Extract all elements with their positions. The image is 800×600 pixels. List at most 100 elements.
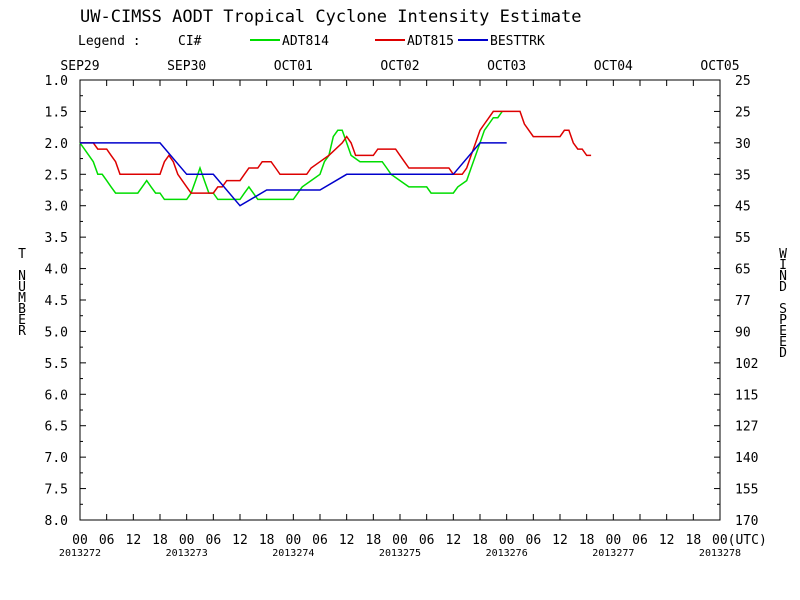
y-tick-label: 4.0 <box>45 263 68 278</box>
wind-tick-label: 77 <box>735 294 751 309</box>
y-tick-label: 1.0 <box>45 74 68 89</box>
chart-title: UW-CIMSS AODT Tropical Cyclone Intensity… <box>80 7 582 27</box>
x-tick-label: 06 <box>632 533 648 548</box>
y-tick-label: 5.5 <box>45 357 68 372</box>
left-axis-letter: E <box>18 313 26 328</box>
wind-tick-label: 45 <box>735 200 751 215</box>
left-axis-letter: U <box>18 280 26 295</box>
right-axis: 25 25 30 35 45 55 65 77 90 102 115 127 140 155 170 <box>714 74 758 529</box>
series-line-adt814 <box>79 110 503 201</box>
wind-tick-label: 127 <box>735 420 758 435</box>
x-tick-label: 12 <box>659 533 675 548</box>
x-tick-label: 06 <box>99 533 115 548</box>
top-date-label: OCT02 <box>380 59 419 74</box>
x-tick-label: 12 <box>232 533 248 548</box>
x-tick-label: 00 <box>286 533 302 548</box>
x-tick-label: 06 <box>206 533 222 548</box>
legend-entry-label: ADT815 <box>407 34 454 49</box>
right-axis-letter: P <box>779 313 787 328</box>
right-axis-letter: E <box>779 335 787 350</box>
right-axis-letter: D <box>779 280 787 295</box>
x-tick-label: 00 <box>392 533 408 548</box>
top-date-label: OCT01 <box>274 59 313 74</box>
julian-date-label: 2013277 <box>592 548 634 559</box>
x-tick-label: 18 <box>579 533 595 548</box>
legend-label: Legend : <box>78 34 141 49</box>
wind-tick-label: 25 <box>735 74 751 89</box>
x-tick-label: 18 <box>366 533 382 548</box>
top-date-label: SEP29 <box>60 59 99 74</box>
left-axis-letter: M <box>18 291 26 306</box>
y-tick-label: 5.0 <box>45 325 68 340</box>
x-tick-label: 06 <box>312 533 328 548</box>
top-date-label: OCT05 <box>700 59 739 74</box>
legend-entry-label: ADT814 <box>282 34 329 49</box>
x-tick-label: 18 <box>259 533 275 548</box>
julian-date-label: 2013275 <box>379 548 421 559</box>
julian-date-label: 2013272 <box>59 548 101 559</box>
y-tick-label: 6.0 <box>45 388 68 403</box>
y-tick-label: 2.0 <box>45 137 68 152</box>
wind-tick-label: 25 <box>735 105 751 120</box>
top-date-label: OCT04 <box>594 59 633 74</box>
top-date-labels: SEP29 SEP30 OCT01 OCT02 OCT03 OCT04 OCT05 <box>60 59 739 74</box>
left-axis-letter: R <box>18 324 26 339</box>
right-axis-letter: I <box>779 258 787 273</box>
legend-ci-label: CI# <box>178 34 202 49</box>
y-tick-label: 1.5 <box>45 105 68 120</box>
top-date-label: SEP30 <box>167 59 206 74</box>
x-tick-label: 00 <box>72 533 88 548</box>
top-date-label: OCT03 <box>487 59 526 74</box>
x-tick-label: 06 <box>526 533 542 548</box>
series-line-besttrk <box>80 142 507 207</box>
chart-legend: ADT814 ADT815 BESTTRK <box>250 34 545 49</box>
wind-tick-label: 35 <box>735 168 751 183</box>
left-axis-letter: T <box>18 247 26 262</box>
wind-tick-label: 140 <box>735 451 758 466</box>
left-axis-letter: N <box>18 269 26 284</box>
right-axis-letter: E <box>779 324 787 339</box>
x-tick-label: 12 <box>446 533 462 548</box>
julian-date-label: 2013273 <box>166 548 208 559</box>
y-tick-label: 3.0 <box>45 200 68 215</box>
plot-frame <box>79 79 721 521</box>
y-tick-label: 2.5 <box>45 168 68 183</box>
bottom-axis: 00 06 12 18 00 06 12 18 00 06 12 18 00 06 12 18 00 06 12 18… <box>59 80 767 559</box>
x-tick-label: 00(UTC) <box>712 533 767 548</box>
right-axis-letter: W <box>779 247 787 262</box>
x-tick-label: 12 <box>552 533 568 548</box>
julian-date-label: 2013276 <box>486 548 528 559</box>
y-tick-label: 7.5 <box>45 483 68 498</box>
x-tick-label: 12 <box>126 533 142 548</box>
wind-tick-label: 170 <box>735 514 758 529</box>
x-tick-label: 00 <box>179 533 195 548</box>
y-tick-label: 4.5 <box>45 294 68 309</box>
series-lines <box>79 110 592 207</box>
wind-tick-label: 102 <box>735 357 758 372</box>
right-axis-letter: S <box>779 302 787 317</box>
x-tick-label: 00 <box>499 533 515 548</box>
wind-tick-label: 115 <box>735 388 758 403</box>
y-tick-label: 6.5 <box>45 420 68 435</box>
wind-tick-label: 55 <box>735 231 751 246</box>
x-tick-label: 00 <box>606 533 622 548</box>
right-axis-letter: N <box>779 269 787 284</box>
x-tick-label: 18 <box>686 533 702 548</box>
y-tick-label: 8.0 <box>45 514 68 529</box>
y-tick-label: 3.5 <box>45 231 68 246</box>
x-tick-label: 12 <box>339 533 355 548</box>
legend-entry-label: BESTTRK <box>490 34 545 49</box>
x-tick-label: 18 <box>152 533 168 548</box>
series-line-adt815 <box>80 110 592 194</box>
wind-tick-label: 65 <box>735 263 751 278</box>
wind-tick-label: 90 <box>735 325 751 340</box>
x-tick-label: 18 <box>472 533 488 548</box>
right-axis-letter: D <box>779 346 787 361</box>
y-tick-label: 7.0 <box>45 451 68 466</box>
julian-date-label: 2013278 <box>699 548 741 559</box>
x-tick-label: 06 <box>419 533 435 548</box>
julian-date-label: 2013274 <box>272 548 314 559</box>
wind-tick-label: 155 <box>735 483 758 498</box>
